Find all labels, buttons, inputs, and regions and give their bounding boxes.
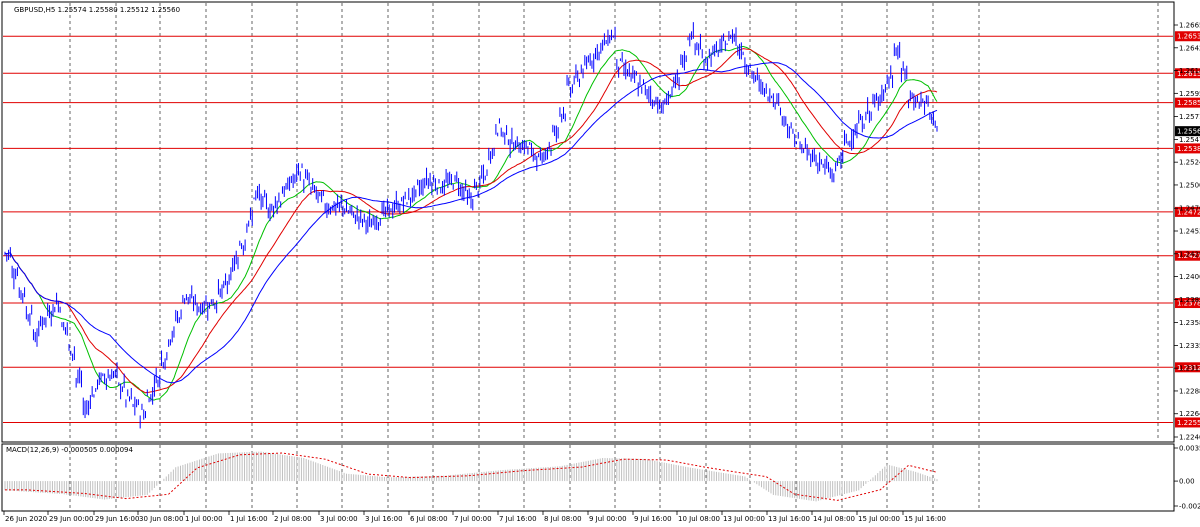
level-price-label: 1.23124 bbox=[1177, 364, 1200, 372]
level-price-tag bbox=[1175, 68, 1200, 79]
level-price-tag bbox=[1175, 250, 1200, 261]
y-tick-label: 1.22405 bbox=[1179, 434, 1200, 442]
level-price-label: 1.24727 bbox=[1177, 208, 1200, 216]
level-price-label: 1.26157 bbox=[1177, 70, 1200, 78]
x-tick-label: 29 Jun 00:00 bbox=[49, 515, 93, 523]
y-tick-label: 1.24530 bbox=[1179, 228, 1200, 236]
x-tick-label: 15 Jul 16:00 bbox=[904, 515, 946, 523]
level-price-tag bbox=[1175, 362, 1200, 373]
price-axis: 1.26539 1.26157 1.25854 1.25382 1.24727 1.242… bbox=[1174, 22, 1200, 442]
x-tick-label: 1 Jul 00:00 bbox=[185, 515, 223, 523]
macd-panel-border bbox=[1, 443, 1175, 512]
ma-slow-line bbox=[4, 62, 938, 384]
x-tick-label: 9 Jul 00:00 bbox=[589, 515, 627, 523]
x-tick-label: 10 Jul 08:00 bbox=[678, 515, 720, 523]
level-price-label: 1.22555 bbox=[1177, 419, 1200, 427]
level-price-tag bbox=[1175, 298, 1200, 309]
macd-tick-label: 0.003585 bbox=[1179, 445, 1200, 453]
y-tick-label: 1.25240 bbox=[1179, 159, 1200, 167]
symbol-info: GBPUSD,H5 1.25574 1.25580 1.25512 1.2556… bbox=[14, 6, 180, 14]
macd-label: MACD(12,26,9) -0.000505 0.000094 bbox=[6, 446, 133, 454]
y-tick-label: 1.22645 bbox=[1179, 410, 1200, 418]
y-tick-label: 1.26185 bbox=[1179, 67, 1200, 75]
level-price-tag bbox=[1175, 31, 1200, 42]
x-tick-label: 1 Jul 16:00 bbox=[230, 515, 268, 523]
y-tick-label: 1.24765 bbox=[1179, 205, 1200, 213]
x-tick-label: 3 Jul 00:00 bbox=[320, 515, 358, 523]
ma-mid-line bbox=[4, 48, 938, 394]
level-price-tag bbox=[1175, 143, 1200, 154]
y-tick-label: 1.25475 bbox=[1179, 136, 1200, 144]
macd-tick-label: -0.00270 bbox=[1179, 503, 1200, 511]
level-price-label: 1.26539 bbox=[1177, 33, 1200, 41]
level-price-tag bbox=[1175, 417, 1200, 428]
y-tick-label: 1.24060 bbox=[1179, 273, 1200, 281]
chart-grid bbox=[69, 3, 1159, 510]
y-tick-label: 1.23350 bbox=[1179, 342, 1200, 350]
horizontal-levels bbox=[3, 35, 1173, 423]
ma-fast-line bbox=[4, 45, 938, 401]
y-tick-label: 1.23115 bbox=[1179, 365, 1200, 373]
x-tick-label: 26 Jun 2020 bbox=[5, 515, 47, 523]
y-tick-label: 1.25005 bbox=[1179, 181, 1200, 189]
y-tick-label: 1.26420 bbox=[1179, 44, 1200, 52]
x-tick-label: 6 Jul 08:00 bbox=[410, 515, 448, 523]
current-price-tag bbox=[1175, 126, 1200, 137]
y-tick-label: 1.25950 bbox=[1179, 90, 1200, 98]
level-price-tag bbox=[1175, 97, 1200, 108]
x-tick-label: 13 Jul 00:00 bbox=[723, 515, 765, 523]
x-tick-label: 2 Jul 08:00 bbox=[274, 515, 312, 523]
y-tick-label: 1.22880 bbox=[1179, 387, 1200, 395]
y-tick-label: 1.24295 bbox=[1179, 250, 1200, 258]
macd-tick-label: 0.00 bbox=[1179, 478, 1195, 486]
x-tick-label: 9 Jul 16:00 bbox=[634, 515, 672, 523]
x-tick-label: 15 Jul 00:00 bbox=[858, 515, 900, 523]
y-tick-label: 1.26655 bbox=[1179, 22, 1200, 30]
x-tick-label: 8 Jul 08:00 bbox=[544, 515, 582, 523]
y-tick-label: 1.23585 bbox=[1179, 319, 1200, 327]
level-price-label: 1.24275 bbox=[1177, 252, 1200, 260]
current-price-label: 1.25560 bbox=[1177, 128, 1200, 136]
level-price-label: 1.25854 bbox=[1177, 99, 1200, 107]
level-price-label: 1.23787 bbox=[1177, 300, 1200, 308]
moving-averages bbox=[4, 45, 938, 401]
x-tick-label: 13 Jul 16:00 bbox=[768, 515, 810, 523]
price-candles bbox=[4, 22, 938, 429]
level-price-label: 1.25382 bbox=[1177, 145, 1200, 153]
y-tick-label: 1.23825 bbox=[1179, 296, 1200, 304]
x-tick-label: 29 Jun 16:00 bbox=[95, 515, 139, 523]
x-tick-label: 7 Jul 16:00 bbox=[499, 515, 537, 523]
time-axis: 26 Jun 2020 29 Jun 00:00 29 Jun 16:00 30 Ju… bbox=[3, 511, 946, 523]
x-tick-label: 14 Jul 08:00 bbox=[813, 515, 855, 523]
y-tick-label: 1.25710 bbox=[1179, 113, 1200, 121]
x-tick-label: 3 Jul 16:00 bbox=[365, 515, 403, 523]
main-panel-border bbox=[1, 1, 1175, 443]
macd-panel: 0.003585 0.00 -0.00270 bbox=[4, 445, 1200, 511]
x-tick-label: 30 Jun 08:00 bbox=[139, 515, 183, 523]
x-tick-label: 7 Jul 00:00 bbox=[454, 515, 492, 523]
level-price-tag bbox=[1175, 206, 1200, 217]
